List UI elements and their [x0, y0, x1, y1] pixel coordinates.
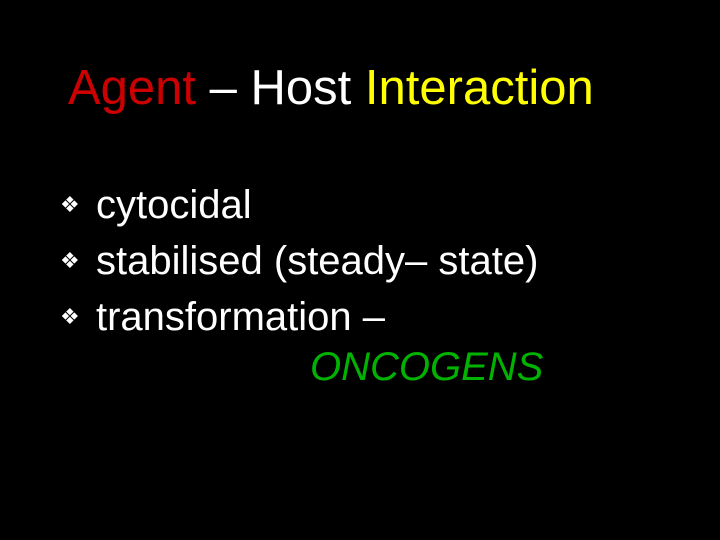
list-item: ❖ stabilised (steady– state)	[60, 236, 660, 286]
diamond-bullet-icon: ❖	[60, 180, 96, 230]
bullet-list: ❖ cytocidal ❖ stabilised (steady– state)…	[60, 180, 660, 348]
list-item: ❖ transformation –	[60, 292, 660, 342]
bullet-text: transformation –	[96, 292, 385, 342]
diamond-bullet-icon: ❖	[60, 236, 96, 286]
title-part-agent: Agent	[68, 61, 210, 115]
title-part-host: – Host	[210, 61, 365, 115]
bullet-text: cytocidal	[96, 180, 252, 230]
list-item: ❖ cytocidal	[60, 180, 660, 230]
oncogens-label: ONCOGENS	[310, 345, 543, 390]
title-part-interaction: Interaction	[365, 61, 594, 115]
slide-title: Agent – Host Interaction	[68, 60, 594, 116]
bullet-text: stabilised (steady– state)	[96, 236, 538, 286]
diamond-bullet-icon: ❖	[60, 292, 96, 342]
slide: Agent – Host Interaction ❖ cytocidal ❖ s…	[0, 0, 720, 540]
